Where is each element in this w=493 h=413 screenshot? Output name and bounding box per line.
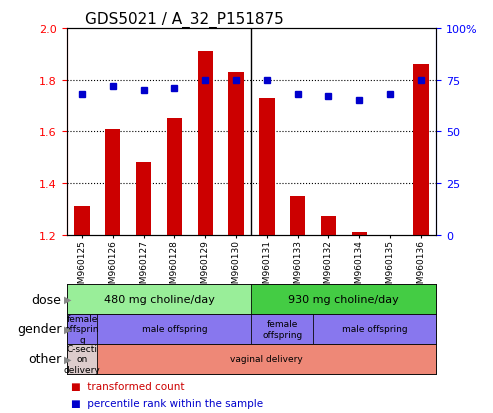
Text: vaginal delivery: vaginal delivery [230, 354, 303, 363]
Bar [136, 163, 151, 235]
Bar [74, 206, 90, 235]
Text: 930 mg choline/day: 930 mg choline/day [288, 294, 399, 304]
Text: female
offspring: female offspring [262, 320, 302, 339]
Bar [251, 314, 313, 344]
Text: C-secti
on
delivery: C-secti on delivery [64, 344, 101, 374]
Text: ▶: ▶ [64, 294, 71, 304]
Bar [67, 285, 251, 314]
Bar [228, 73, 244, 235]
Text: dose: dose [32, 293, 62, 306]
Bar [413, 65, 428, 235]
Bar [259, 98, 275, 235]
Text: 480 mg choline/day: 480 mg choline/day [104, 294, 214, 304]
Bar [105, 129, 120, 235]
Bar [98, 314, 251, 344]
Text: GDS5021 / A_32_P151875: GDS5021 / A_32_P151875 [85, 12, 284, 28]
Bar [251, 285, 436, 314]
Bar [198, 52, 213, 235]
Bar [167, 119, 182, 235]
Bar [290, 196, 305, 235]
Text: ■  percentile rank within the sample: ■ percentile rank within the sample [71, 398, 264, 408]
Bar [67, 314, 98, 344]
Text: ■  transformed count: ■ transformed count [71, 381, 185, 391]
Text: female
offsprin
g: female offsprin g [65, 314, 99, 344]
Text: male offspring: male offspring [342, 325, 408, 334]
Bar [352, 233, 367, 235]
Bar [67, 344, 98, 374]
Text: other: other [29, 352, 62, 366]
Text: male offspring: male offspring [141, 325, 207, 334]
Text: ▶: ▶ [64, 354, 71, 364]
Bar [321, 217, 336, 235]
Text: gender: gender [17, 323, 62, 336]
Text: ▶: ▶ [64, 324, 71, 334]
Bar [313, 314, 436, 344]
